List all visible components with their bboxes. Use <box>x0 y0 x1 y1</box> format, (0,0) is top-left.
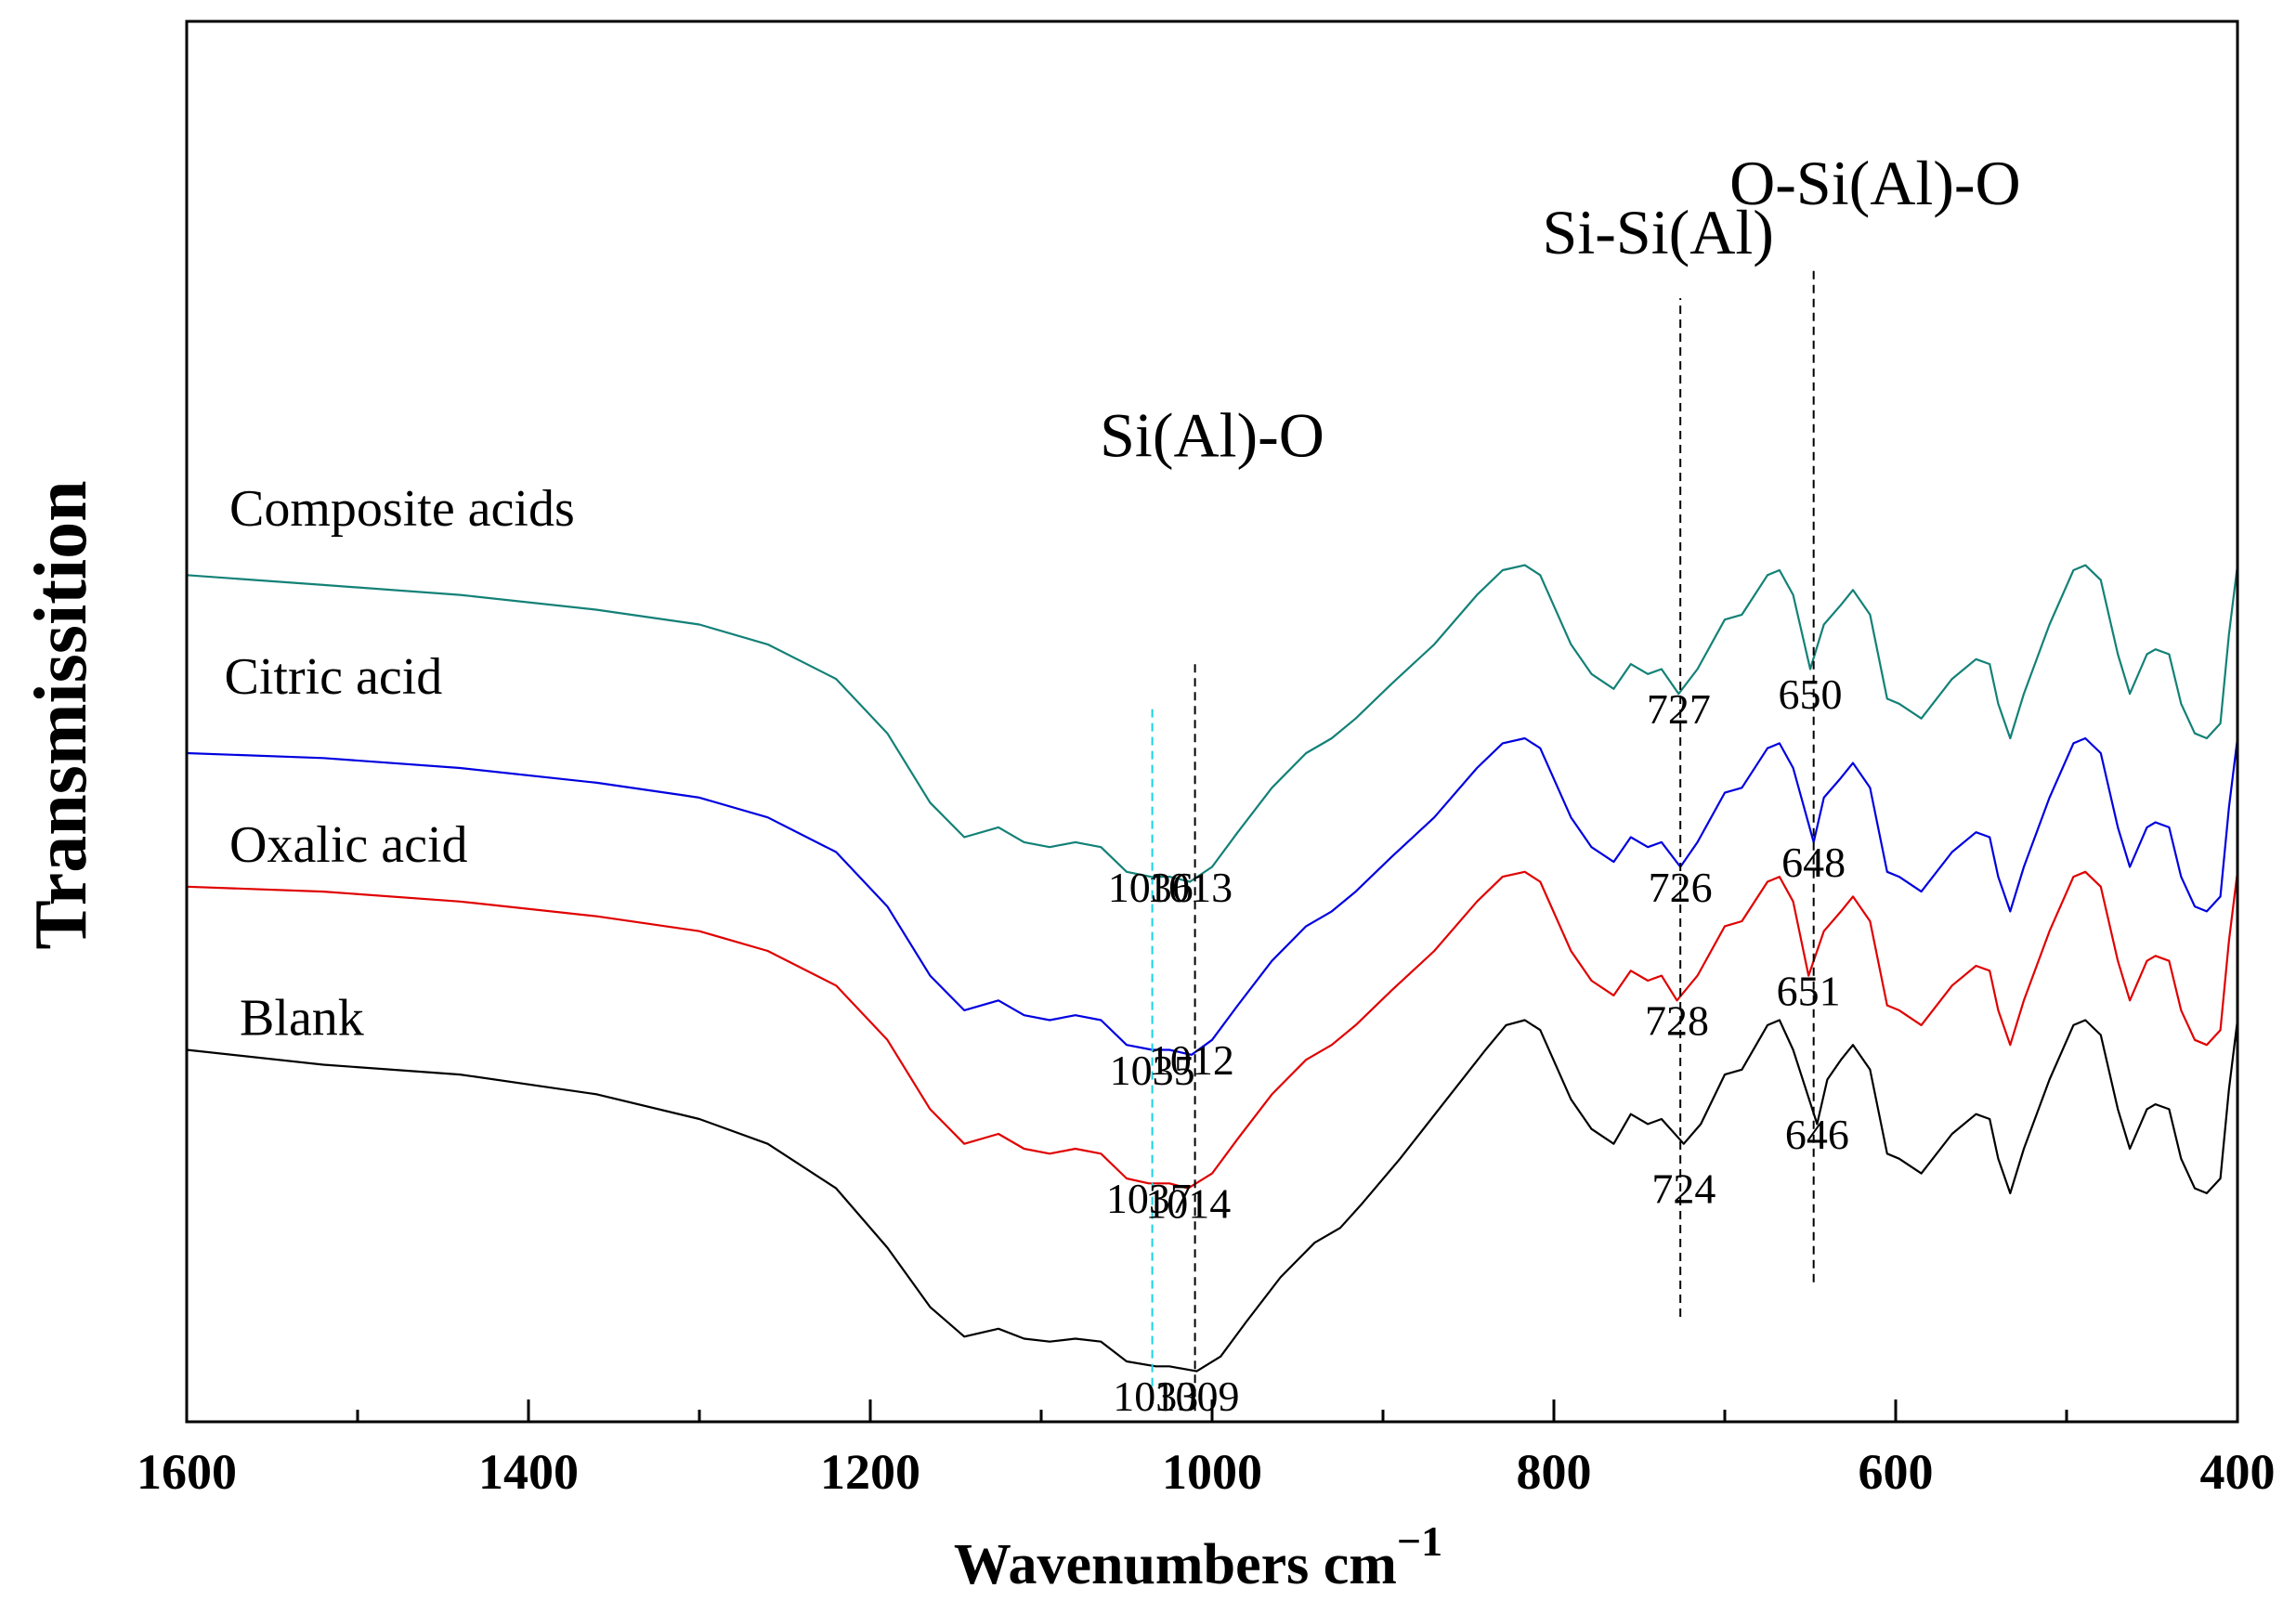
annotation-si-si-al-: Si-Si(Al) <box>1543 197 1774 267</box>
series-label-oxalic-acid: Oxalic acid <box>229 816 468 874</box>
series-label-blank: Blank <box>240 990 364 1048</box>
peak-label-citric-acid-726: 726 <box>1649 864 1713 911</box>
series-layer <box>186 564 2239 1373</box>
peak-label-citric-acid-648: 648 <box>1781 839 1846 886</box>
x-axis-label: Wavenumbers cm−1 <box>954 1517 1442 1596</box>
x-tick-label-1200: 1200 <box>820 1444 920 1500</box>
annotation-si-al-o: Si(Al)-O <box>1100 400 1324 471</box>
peak-label-oxalic-acid-1037: 1037 <box>1106 1175 1192 1222</box>
peak-label-composite-acids-650: 650 <box>1779 670 1843 718</box>
peak-label-citric-acid-1012: 1012 <box>1149 1036 1234 1084</box>
y-axis-label: Transmissition <box>20 480 102 949</box>
peak-label-blank-646: 646 <box>1785 1111 1849 1158</box>
peak-label-blank-724: 724 <box>1651 1165 1715 1213</box>
x-tick-label-400: 400 <box>2200 1444 2276 1500</box>
annotation-o-si-al-o: O-Si(Al)-O <box>1729 148 2021 218</box>
series-line-composite-acids <box>186 564 2239 883</box>
x-tick-label-600: 600 <box>1859 1444 1934 1500</box>
x-tick-label-1600: 1600 <box>137 1444 237 1500</box>
series-line-blank <box>186 1019 2239 1373</box>
peak-label-composite-acids-727: 727 <box>1647 685 1711 733</box>
peak-label-oxalic-acid-1014: 1014 <box>1145 1180 1231 1228</box>
marker-layer <box>1151 268 1815 1412</box>
x-tick-label-800: 800 <box>1517 1444 1592 1500</box>
peak-label-composite-acids-1013: 1013 <box>1147 864 1233 911</box>
x-tick-label-1000: 1000 <box>1162 1444 1262 1500</box>
tick-layer: 1600 1400 1200 1000 800 600 400 <box>137 1399 2276 1500</box>
peak-label-composite-acids-1036: 1036 <box>1108 864 1194 911</box>
series-label-composite-acids: Composite acids <box>229 480 575 538</box>
x-axis-label-text: Wavenumbers cm <box>954 1533 1397 1596</box>
peak-label-citric-acid-1035: 1035 <box>1110 1047 1195 1094</box>
peak-label-oxalic-acid-651: 651 <box>1777 968 1841 1015</box>
series-line-citric-acid <box>186 736 2239 1056</box>
peak-label-blank-1009: 1009 <box>1154 1373 1239 1420</box>
series-line-oxalic-acid <box>186 870 2239 1190</box>
x-tick-label-1400: 1400 <box>478 1444 579 1500</box>
x-axis-label-superscript: −1 <box>1397 1517 1442 1565</box>
peak-label-blank-1033: 1033 <box>1113 1373 1198 1420</box>
peak-label-oxalic-acid-728: 728 <box>1645 997 1709 1045</box>
series-label-citric-acid: Citric acid <box>224 648 442 706</box>
